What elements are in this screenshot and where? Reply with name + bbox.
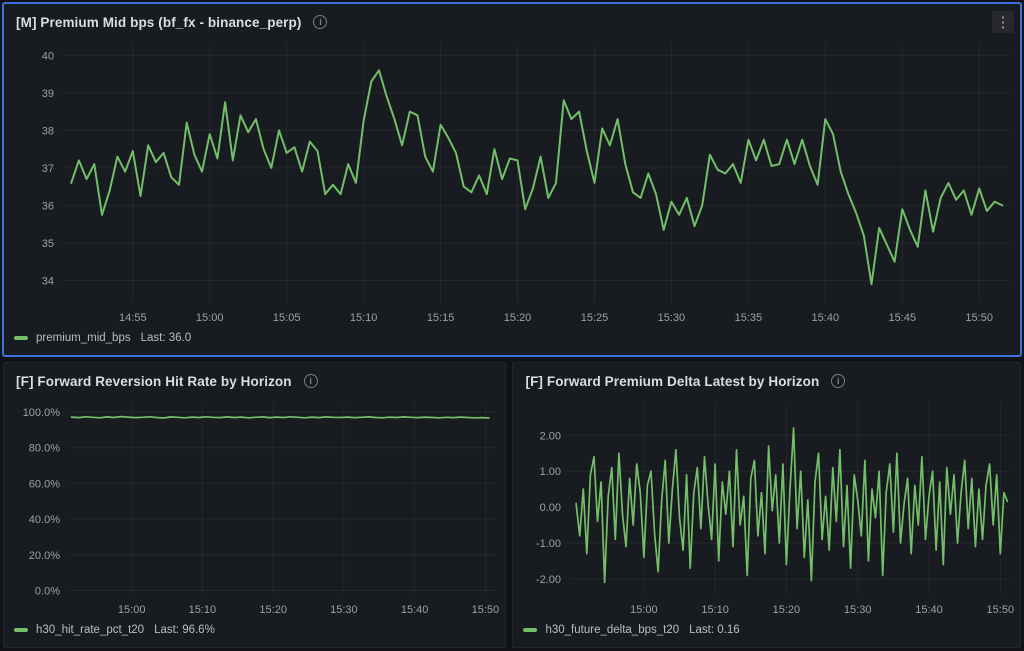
svg-text:15:40: 15:40 [401,604,429,616]
svg-text:36: 36 [42,200,54,212]
svg-text:100.0%: 100.0% [23,407,61,419]
panel-header-premium-mid-bps: [M] Premium Mid bps (bf_fx - binance_per… [4,4,1020,36]
legend-premium-mid-bps: premium_mid_bps Last: 36.0 [4,329,1020,355]
svg-text:15:00: 15:00 [631,604,659,616]
svg-text:20.0%: 20.0% [29,550,60,562]
info-icon[interactable]: i [831,374,846,388]
svg-text:15:10: 15:10 [702,604,730,616]
svg-text:15:15: 15:15 [427,312,455,324]
svg-text:39: 39 [42,88,54,100]
svg-text:15:40: 15:40 [916,604,944,616]
panel-menu-kebab-icon[interactable]: ⋮ [991,11,1014,33]
panel-forward-premium-delta: [F] Forward Premium Delta Latest by Hori… [512,362,1021,648]
svg-text:15:50: 15:50 [987,604,1015,616]
svg-text:15:20: 15:20 [259,604,287,616]
panel-header-premium-delta: [F] Forward Premium Delta Latest by Hori… [513,363,1020,395]
series-last-value: Last: 96.6% [154,624,215,636]
panel-header-hit-rate: [F] Forward Reversion Hit Rate by Horizo… [4,363,505,395]
svg-text:15:35: 15:35 [735,312,763,324]
svg-text:15:30: 15:30 [658,312,686,324]
series-name-label[interactable]: h30_hit_rate_pct_t20 [36,624,145,636]
svg-text:15:10: 15:10 [350,312,378,324]
svg-text:15:05: 15:05 [273,312,301,324]
svg-text:14:55: 14:55 [119,312,147,324]
svg-text:15:50: 15:50 [965,312,993,324]
svg-text:15:40: 15:40 [812,312,840,324]
svg-text:38: 38 [42,125,54,137]
svg-text:2.00: 2.00 [540,430,561,442]
svg-text:37: 37 [42,163,54,175]
info-icon[interactable]: i [313,15,328,29]
svg-text:-2.00: -2.00 [536,574,561,586]
svg-text:0.00: 0.00 [540,502,561,514]
svg-text:35: 35 [42,238,54,250]
svg-text:-1.00: -1.00 [536,538,561,550]
legend-hit-rate: h30_hit_rate_pct_t20 Last: 96.6% [4,621,505,647]
line-chart-premium-mid-bps[interactable]: 34 35 36 37 38 39 40 14:55 15:00 15:05 15:10 15:15 1… [4,36,1020,329]
panel-title-premium-delta[interactable]: [F] Forward Premium Delta Latest by Hori… [525,373,820,389]
series-last-value: Last: 0.16 [689,624,740,636]
svg-text:0.0%: 0.0% [35,586,60,598]
svg-text:15:30: 15:30 [844,604,872,616]
series-color-dash [523,628,538,632]
svg-text:15:00: 15:00 [196,312,224,324]
svg-text:40: 40 [42,50,54,62]
svg-text:15:30: 15:30 [330,604,358,616]
panel-premium-mid-bps: [M] Premium Mid bps (bf_fx - binance_per… [3,3,1021,356]
line-chart-premium-delta[interactable]: -2.00 -1.00 0.00 1.00 2.00 15:00 15:10 15:20 15:… [513,395,1020,621]
svg-text:15:50: 15:50 [472,604,500,616]
info-icon[interactable]: i [303,374,318,388]
series-name-label[interactable]: premium_mid_bps [36,332,131,344]
panel-title-hit-rate[interactable]: [F] Forward Reversion Hit Rate by Horizo… [16,373,292,389]
series-name-label[interactable]: h30_future_delta_bps_t20 [545,624,680,636]
series-last-value: Last: 36.0 [140,332,192,344]
svg-text:15:25: 15:25 [581,312,609,324]
svg-text:15:20: 15:20 [504,312,532,324]
line-chart-hit-rate[interactable]: 0.0% 20.0% 40.0% 60.0% 80.0% 100.0% 15:00 15:10… [4,395,505,621]
svg-text:1.00: 1.00 [540,466,561,478]
svg-text:80.0%: 80.0% [29,443,60,455]
svg-text:15:00: 15:00 [118,604,146,616]
svg-text:60.0%: 60.0% [29,478,60,490]
series-color-dash [14,628,28,632]
legend-premium-delta: h30_future_delta_bps_t20 Last: 0.16 [513,621,1020,647]
svg-text:15:10: 15:10 [189,604,217,616]
svg-text:15:45: 15:45 [889,312,917,324]
svg-text:34: 34 [42,276,54,288]
panel-forward-reversion-hit-rate: [F] Forward Reversion Hit Rate by Horizo… [3,362,507,648]
svg-text:40.0%: 40.0% [29,514,60,526]
series-color-dash [14,336,28,340]
panel-title-premium-mid-bps[interactable]: [M] Premium Mid bps (bf_fx - binance_per… [16,14,302,30]
svg-text:15:20: 15:20 [773,604,801,616]
